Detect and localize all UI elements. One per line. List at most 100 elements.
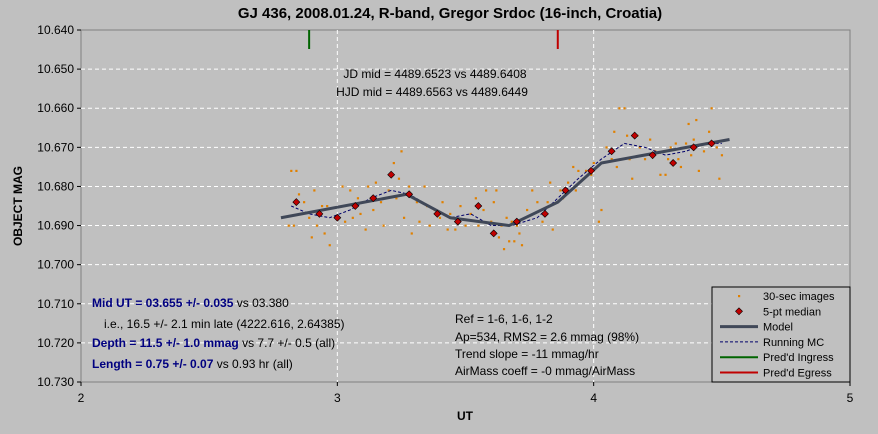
- y-tick-label: 10.660: [37, 101, 74, 115]
- y-tick-label: 10.720: [37, 336, 74, 350]
- late-text: i.e., 16.5 +/- 2.1 min late (4222.616, 2…: [104, 317, 345, 331]
- image-point: [315, 224, 319, 227]
- tick-labels: 2 3 4 5 10.640 10.650 10.660 10.670 10.680 10.690…: [37, 23, 853, 405]
- image-point: [492, 201, 495, 204]
- image-point: [720, 154, 724, 157]
- image-point: [684, 142, 688, 145]
- length-text: Length = 0.75 +/- 0.07 vs 0.93 hr (all): [92, 357, 293, 371]
- image-point: [559, 189, 562, 192]
- median-point: [648, 151, 657, 160]
- image-point: [577, 169, 580, 172]
- median-point: [405, 190, 414, 199]
- image-point: [323, 232, 326, 235]
- trend-slope-text: Trend slope = -11 mmag/hr: [455, 347, 599, 361]
- image-point: [615, 165, 618, 169]
- image-point: [423, 185, 426, 188]
- ap-rms-text: Ap=534, RMS2 = 2.6 mmag (98%): [455, 330, 639, 344]
- image-point: [292, 224, 295, 227]
- median-point: [474, 202, 483, 210]
- image-point: [441, 201, 444, 204]
- image-point: [502, 248, 506, 251]
- image-point: [477, 224, 480, 227]
- median-point: [541, 209, 549, 218]
- running-mc-line: [290, 142, 722, 227]
- image-point: [695, 118, 698, 122]
- image-point: [625, 134, 629, 137]
- series-30sec-images: [287, 107, 724, 251]
- image-point: [505, 216, 508, 219]
- image-point: [408, 185, 411, 188]
- legend-box: [711, 286, 851, 383]
- image-point: [328, 244, 331, 247]
- y-tick-label: 10.650: [37, 62, 74, 76]
- median-point: [292, 198, 301, 207]
- image-point: [508, 240, 511, 243]
- image-point: [541, 220, 544, 223]
- x-tick-label: 5: [847, 391, 854, 405]
- y-tick-label: 10.690: [37, 219, 74, 233]
- hjd-mid-text: HJD mid = 4489.6563 vs 4489.6449: [336, 85, 528, 99]
- y-tick-label: 10.670: [37, 140, 74, 154]
- image-point: [690, 154, 693, 157]
- median-point: [587, 166, 596, 175]
- legend-swatch-median: [735, 307, 743, 316]
- image-point: [667, 158, 670, 161]
- y-axis-label: OBJECT MAG: [11, 166, 25, 246]
- image-point: [320, 205, 324, 208]
- image-point: [574, 189, 577, 192]
- image-point: [382, 224, 385, 227]
- image-point: [410, 232, 413, 235]
- image-point: [379, 201, 383, 204]
- series-5pt-median: [292, 131, 716, 238]
- jd-mid-text: JD mid = 4489.6523 vs 4489.6408: [343, 67, 526, 81]
- image-point: [397, 177, 401, 180]
- image-point: [367, 185, 370, 188]
- image-point: [464, 224, 467, 227]
- median-point: [607, 147, 616, 156]
- image-point: [518, 232, 521, 235]
- image-point: [708, 130, 711, 133]
- image-point: [584, 169, 588, 172]
- image-point: [297, 193, 301, 196]
- image-point: [605, 146, 608, 149]
- image-point: [674, 142, 677, 145]
- image-point: [474, 197, 477, 200]
- image-point: [326, 205, 329, 208]
- image-point: [551, 228, 554, 231]
- image-point: [715, 146, 718, 149]
- image-point: [677, 158, 680, 161]
- prediction-markers: [308, 30, 559, 49]
- image-point: [372, 208, 375, 212]
- median-point: [315, 209, 324, 218]
- y-tick-label: 10.680: [37, 179, 74, 193]
- image-point: [679, 165, 683, 169]
- image-point: [549, 181, 552, 184]
- image-point: [687, 122, 690, 126]
- image-point: [572, 165, 575, 169]
- image-point: [356, 197, 360, 200]
- image-point: [303, 201, 306, 204]
- image-point: [364, 228, 367, 231]
- image-point: [613, 130, 616, 133]
- image-point: [290, 169, 293, 172]
- y-tick-label: 10.710: [37, 297, 74, 311]
- image-point: [526, 208, 529, 212]
- image-point: [643, 158, 647, 161]
- median-point: [561, 186, 570, 195]
- median-point: [669, 159, 678, 167]
- image-point: [459, 205, 462, 208]
- image-point: [546, 201, 549, 204]
- image-point: [669, 146, 672, 149]
- image-point: [510, 220, 513, 223]
- image-point: [310, 236, 313, 239]
- image-point: [395, 197, 398, 200]
- legend-label: Running MC: [763, 337, 824, 349]
- image-point: [402, 216, 406, 219]
- median-point: [333, 213, 342, 222]
- image-point: [638, 146, 642, 149]
- median-point: [689, 143, 698, 152]
- image-point: [567, 181, 570, 184]
- image-point: [374, 181, 377, 184]
- legend-label: Model: [763, 322, 793, 334]
